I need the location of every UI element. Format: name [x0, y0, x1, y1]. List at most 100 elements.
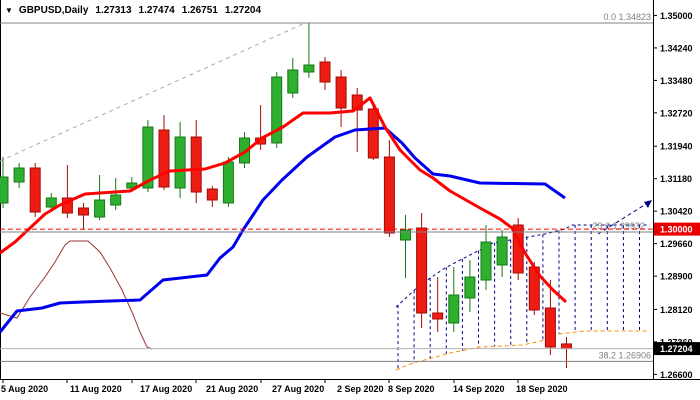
price-axis-label: 1.31180: [660, 174, 692, 184]
candle-body: [94, 199, 106, 218]
fib-level-label: 0.0 1.34823: [603, 12, 651, 22]
candle: [544, 280, 556, 356]
price-marker-value: 1.30000: [660, 225, 693, 235]
date-axis-label: 27 Aug 2020: [272, 384, 324, 394]
candle: [29, 162, 41, 218]
candle-body: [383, 156, 395, 234]
candles-layer: [0, 23, 572, 368]
candle: [271, 72, 283, 148]
candle-body: [319, 61, 331, 83]
candle-body: [0, 176, 9, 204]
candle-body: [367, 108, 379, 159]
candle-body: [110, 194, 122, 206]
ohlc-open: 1.27313: [95, 4, 132, 16]
candle: [0, 157, 9, 208]
candle: [480, 225, 492, 291]
candle-body: [480, 241, 492, 281]
candle-body: [126, 182, 138, 189]
candle: [206, 185, 218, 208]
candle-body: [158, 129, 170, 188]
candle-body: [464, 276, 476, 299]
candle-body: [416, 227, 428, 314]
date-axis-label: 17 Aug 2020: [140, 384, 192, 394]
candle-body: [174, 136, 186, 189]
fibonacci-levels[interactable]: 0.0 1.34823 23.6 1.29932 38.2 1.26906: [0, 12, 653, 362]
candle-body: [142, 126, 154, 189]
price-axis-label: 1.31940: [660, 142, 693, 152]
candle-body: [448, 294, 460, 324]
candle-body: [432, 312, 444, 320]
ohlc-close: 1.27204: [224, 4, 262, 16]
fib-level-label: 38.2 1.26906: [598, 350, 651, 360]
price-axis-label: 1.30420: [660, 207, 693, 217]
date-axis-label: 21 Aug 2020: [206, 384, 258, 394]
price-axis-label: 1.28900: [660, 272, 693, 282]
candle: [367, 103, 379, 161]
chart-title-symbol: GBPUSD,Daily: [18, 4, 89, 16]
ohlc-high: 1.27474: [138, 4, 175, 16]
fib-level-label: 23.6 1.29932: [592, 221, 645, 231]
cloud-upper-boundary-line: [395, 224, 650, 308]
date-axis-label: 5 Aug 2020: [1, 384, 48, 394]
price-marker-badge: 1.27204: [654, 342, 700, 356]
candle-body: [190, 136, 202, 193]
candle-body: [287, 69, 299, 94]
candle: [432, 277, 444, 333]
date-axis-label: 8 Sep 2020: [388, 384, 435, 394]
cloud-lower-boundary-line: [395, 330, 650, 371]
candle-body: [78, 207, 89, 216]
candle-body: [45, 197, 57, 208]
candle: [496, 230, 508, 278]
candle: [287, 57, 299, 98]
price-axis-label: 1.35000: [660, 11, 693, 21]
candle-body: [561, 343, 572, 350]
date-axis-label: 18 Sep 2020: [516, 384, 568, 394]
candle: [303, 23, 315, 78]
candle: [400, 215, 411, 278]
candle-body: [29, 167, 41, 213]
price-axis-label: 1.33480: [660, 76, 693, 86]
price-axis-label: 1.28120: [660, 305, 693, 315]
candle: [448, 267, 460, 333]
chart-title-bar: ▼ GBPUSD,Daily 1.27313 1.27474 1.26751 1…: [0, 0, 261, 20]
candle: [464, 260, 476, 313]
trendlines[interactable]: [0, 22, 652, 235]
time-axis-scale[interactable]: 5 Aug 2020 11 Aug 2020 17 Aug 2020 21 Aug 2…: [0, 379, 700, 394]
candle-body: [13, 167, 25, 183]
candle-body: [544, 307, 556, 348]
candle: [158, 115, 170, 191]
candle: [383, 140, 395, 238]
thin-red-indicator-line: [0, 240, 153, 350]
candle: [190, 120, 202, 203]
candle-body: [206, 188, 218, 201]
blue-ma-line: [0, 126, 566, 333]
candle-body: [335, 76, 347, 109]
price-axis-scale[interactable]: 1.35000 1.34240 1.33480 1.32720 1.31940 1.311…: [653, 0, 700, 380]
candle-body: [271, 76, 283, 144]
candle: [13, 162, 25, 188]
cloud-hatch-area: [395, 224, 650, 371]
projection-arrow-line: [597, 200, 652, 235]
date-axis-label: 2 Sep 2020: [337, 384, 384, 394]
candle: [174, 122, 186, 198]
ohlc-low: 1.26751: [181, 4, 218, 16]
date-axis-label: 11 Aug 2020: [70, 384, 122, 394]
price-axis-label: 1.32720: [660, 108, 693, 118]
candle-body: [496, 236, 508, 266]
candle-body: [400, 229, 411, 241]
red-ma-line: [0, 96, 568, 304]
candle-body: [222, 161, 234, 204]
candle: [94, 175, 106, 221]
candle: [319, 57, 331, 91]
symbol-marker-icon[interactable]: ▼: [5, 5, 13, 15]
candle: [78, 202, 89, 231]
candle: [335, 70, 347, 128]
candle-body: [303, 64, 315, 73]
price-axis-label: 1.29660: [660, 239, 693, 249]
date-axis-label: 14 Sep 2020: [453, 384, 505, 394]
price-axis-label: 1.26600: [660, 370, 693, 380]
candle: [110, 177, 122, 211]
arrowhead-icon: [644, 200, 652, 208]
